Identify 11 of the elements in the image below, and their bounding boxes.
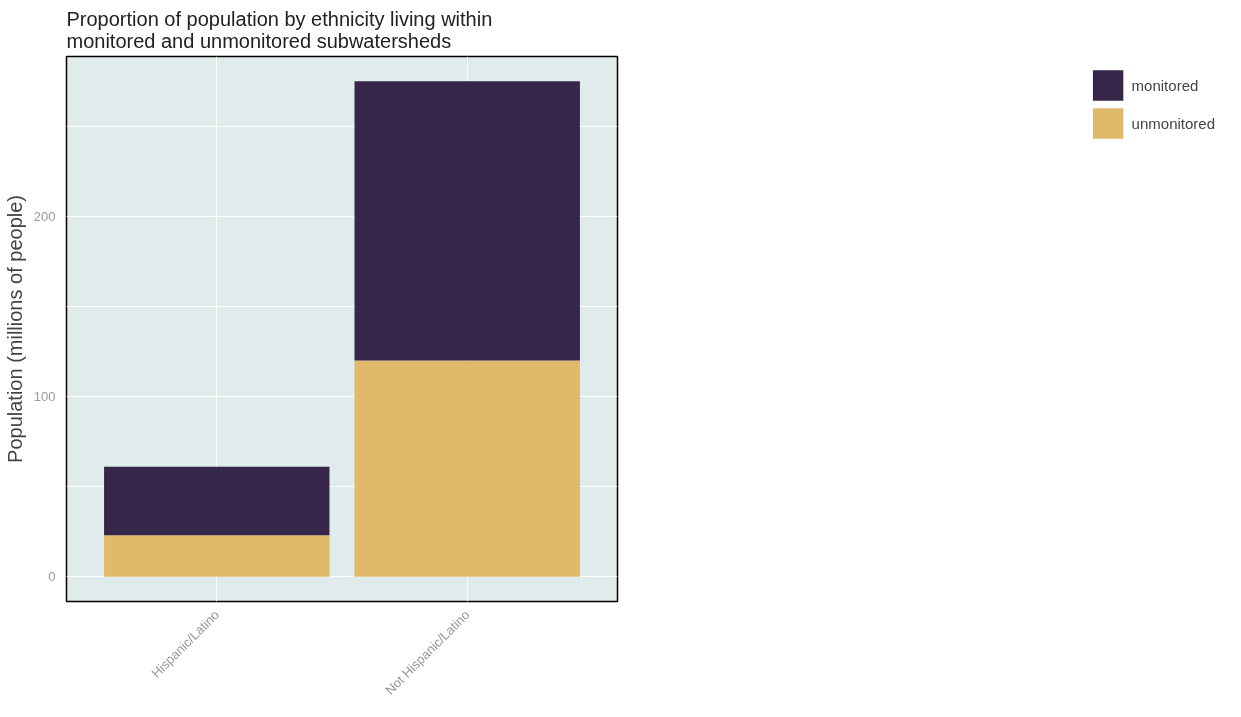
bar xyxy=(354,81,580,361)
bar xyxy=(104,466,330,536)
y-tick-label: 0 xyxy=(48,569,56,585)
bar xyxy=(104,535,330,577)
y-axis-title: Population (millions of people) xyxy=(3,195,26,463)
y-tick-label: 100 xyxy=(33,389,56,405)
legend-label: monitored xyxy=(1131,76,1199,94)
chart-title: Proportion of population by ethnicity living within monitored and unmonitored subwatersheds xyxy=(66,7,493,52)
y-tick-label: 200 xyxy=(33,208,56,224)
legend-label: unmonitored xyxy=(1131,114,1215,132)
bar xyxy=(354,360,580,577)
